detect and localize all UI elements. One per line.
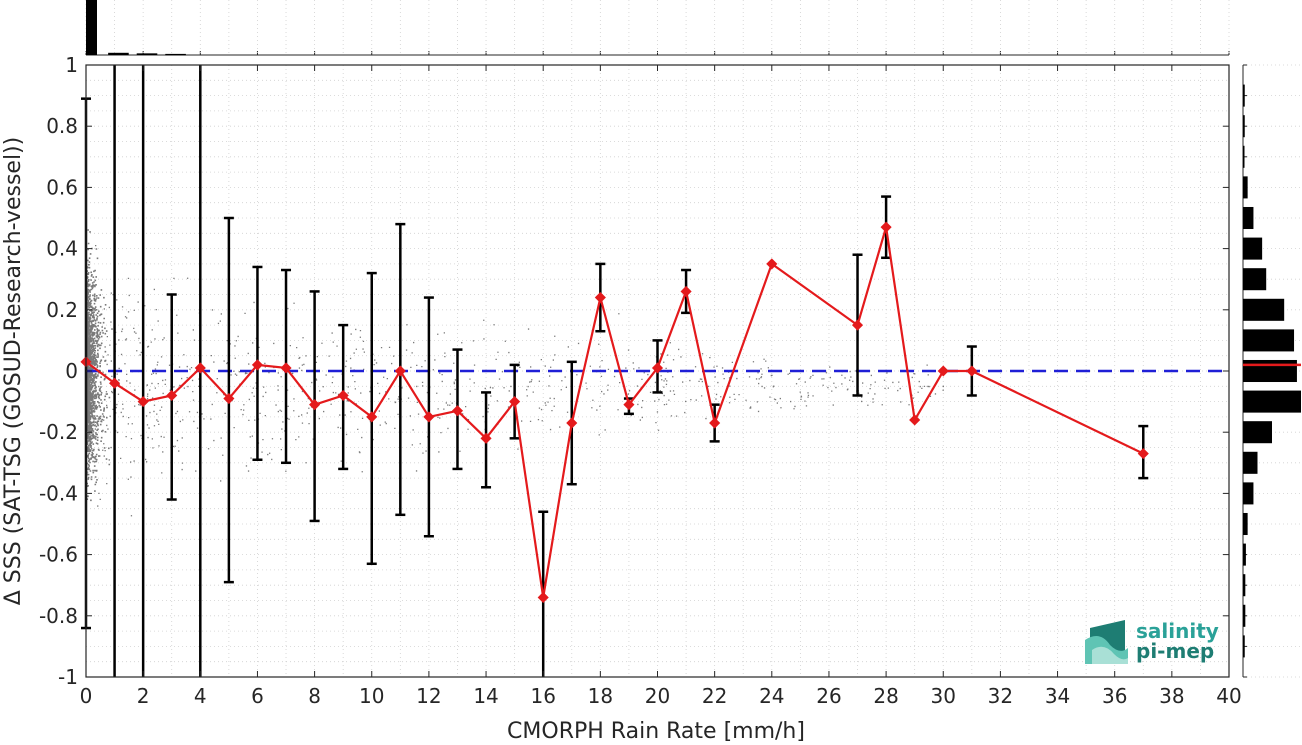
x-tick-label: 16: [530, 684, 555, 708]
x-tick-label: 14: [473, 684, 498, 708]
x-tick-label: 32: [988, 684, 1013, 708]
x-tick-label: 6: [251, 684, 264, 708]
right-hist-bar: [1243, 145, 1245, 168]
mean-point: [623, 399, 635, 411]
mean-point: [537, 591, 549, 604]
right-hist-bar: [1243, 84, 1245, 107]
mean-point: [337, 389, 349, 402]
right-hist-bar: [1243, 268, 1267, 291]
x-tick-label: 22: [702, 684, 727, 708]
y-tick-label: -0.8: [39, 604, 78, 628]
mean-point: [451, 405, 464, 417]
right-hist-bar: [1243, 237, 1263, 260]
x-tick-label: 2: [137, 684, 150, 708]
right-hist-bar: [1243, 206, 1254, 230]
x-tick-label: 36: [1102, 684, 1127, 708]
right-hist-bar: [1243, 115, 1245, 138]
right-hist-bar: [1243, 298, 1285, 321]
main-plot: [80, 64, 1230, 678]
x-tick-label: 28: [873, 684, 898, 708]
right-histogram: [1242, 64, 1301, 678]
x-tick-label: 10: [359, 684, 384, 708]
mean-point: [1137, 448, 1149, 460]
top-hist-bar: [108, 52, 129, 55]
mean-point: [423, 411, 435, 423]
right-hist-bar: [1243, 359, 1297, 383]
mean-point: [594, 291, 606, 304]
x-tick-label: 8: [308, 684, 321, 708]
right-hist-bar: [1243, 482, 1254, 505]
mean-point: [880, 221, 892, 233]
x-tick-label: 4: [194, 684, 207, 708]
mean-point: [251, 359, 264, 371]
mean-point: [709, 417, 721, 429]
top-hist-bar: [136, 53, 158, 55]
y-tick-label: 0.2: [46, 298, 78, 322]
mean-point: [109, 377, 121, 389]
x-tick-label: 38: [1159, 684, 1184, 708]
y-tick-label: 0: [65, 359, 78, 383]
mean-point: [366, 411, 378, 423]
x-axis-label: CMORPH Rain Rate [mm/h]: [507, 719, 805, 744]
salinity-pi-mep-logo: salinity pi-mep: [1085, 619, 1219, 664]
top-hist-bar: [165, 53, 186, 56]
x-tick-label: 30: [931, 684, 956, 708]
right-hist-bar: [1243, 390, 1301, 413]
x-tick-label: 34: [1045, 684, 1070, 708]
logo-text-line1: salinity: [1136, 619, 1219, 643]
y-tick-label: 0.4: [46, 237, 78, 261]
mean-point: [137, 396, 149, 408]
mean-point: [966, 365, 978, 377]
logo-wave-icon: [1085, 620, 1128, 664]
x-tick-label: 18: [588, 684, 613, 708]
y-tick-label: -0.2: [39, 420, 78, 444]
mean-point: [651, 362, 664, 374]
mean-point: [509, 396, 521, 408]
x-tick-label: 0: [80, 684, 93, 708]
mean-point: [309, 399, 321, 411]
mean-point: [194, 362, 206, 374]
mean-series-line: [85, 226, 1144, 598]
top-histogram: [85, 0, 1230, 56]
mean-point: [394, 365, 406, 377]
right-hist-bar: [1243, 329, 1295, 352]
x-tick-label: 40: [1216, 684, 1241, 708]
mean-point: [280, 362, 292, 374]
right-hist-bar: [1243, 635, 1245, 658]
grid: [85, 64, 1230, 678]
mean-point: [851, 319, 864, 331]
x-axis-ticks: 0 2 4 6 8 10 12 14 16 18 20 22 24 26 28 30 32 34 36 38 40: [80, 65, 1242, 708]
y-tick-label: -0.4: [39, 481, 78, 505]
right-hist-bar: [1243, 512, 1248, 536]
x-tick-label: 24: [759, 684, 784, 708]
x-tick-label: 12: [416, 684, 441, 708]
x-tick-label: 20: [645, 684, 670, 708]
right-hist-bar: [1243, 604, 1246, 627]
y-tick-label: -1: [58, 665, 78, 689]
mean-point: [937, 365, 949, 377]
mean-point: [566, 417, 578, 429]
mean-point: [480, 432, 492, 444]
right-hist-bar: [1243, 574, 1246, 597]
y-tick-label: 0.8: [46, 114, 78, 138]
right-hist-bar: [1243, 543, 1246, 566]
y-tick-label: -0.6: [39, 543, 78, 567]
x-tick-label: 26: [816, 684, 841, 708]
y-tick-label: 1: [65, 53, 78, 77]
right-hist-bar: [1243, 451, 1258, 474]
mean-point: [680, 285, 692, 298]
y-axis-ticks: -1 -0.8 -0.6 -0.4 -0.2 0 0.2 0.4 0.6 0.8 1: [39, 53, 1229, 689]
top-hist-bar: [86, 0, 97, 55]
mean-point: [166, 389, 178, 402]
mean-line: [80, 221, 1149, 604]
y-axis-label: Δ SSS (SAT-TSG (GOSUD-Research-vessel)): [1, 137, 26, 605]
right-hist-bar: [1243, 176, 1248, 199]
logo-text-line2: pi-mep: [1136, 639, 1214, 663]
right-hist-bar: [1243, 421, 1272, 444]
mean-point: [766, 258, 778, 270]
mean-point: [909, 414, 921, 426]
mean-point: [223, 392, 235, 405]
y-tick-label: 0.6: [46, 175, 78, 199]
